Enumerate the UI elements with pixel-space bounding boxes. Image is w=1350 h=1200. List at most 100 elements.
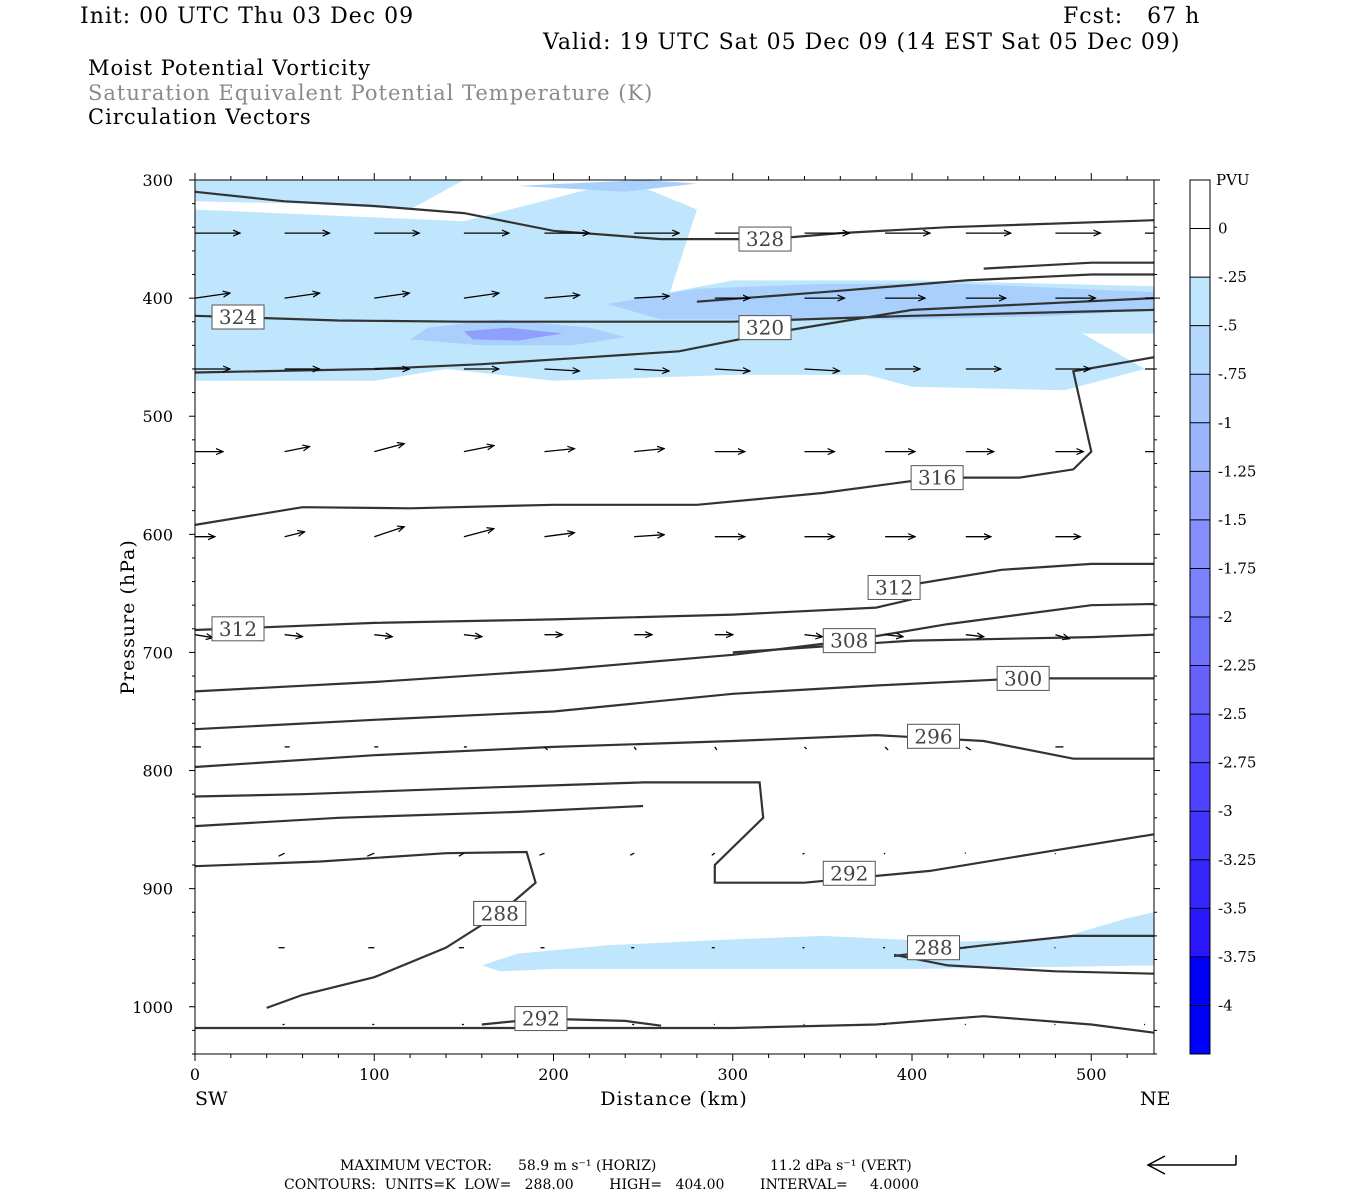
contour-label-box-300 [996, 665, 1050, 691]
contour-label-312: 312 [219, 617, 257, 641]
colorbar-title: PVU [1216, 171, 1250, 189]
contour-label-300: 300 [1004, 666, 1042, 690]
circulation-vector [463, 529, 494, 538]
contour-label-box-312 [867, 574, 921, 600]
theta-contour-296 [195, 733, 1154, 769]
circulation-vector [629, 852, 635, 856]
contour-label-288: 288 [914, 936, 952, 960]
colorbar-band-6 [1190, 471, 1210, 521]
circulation-vector [284, 447, 310, 453]
theta-contour-296 [195, 1015, 1154, 1034]
theta-contour-288 [195, 804, 644, 828]
y-tick-label-700: 700 [142, 643, 173, 662]
circulation-vector [463, 293, 499, 299]
circulation-vector [884, 746, 889, 751]
circulation-vector [885, 635, 903, 637]
theta-contour-324 [195, 308, 1154, 323]
pv-region-1 [481, 912, 1154, 972]
contour-label-box-292 [822, 860, 876, 886]
theta-contour-312 [893, 562, 1154, 589]
title-line-3: Circulation Vectors [88, 105, 312, 129]
contour-label-box-308 [822, 628, 876, 654]
pv-region-2 [195, 180, 464, 210]
contour-label-292: 292 [830, 861, 868, 885]
circulation-vector [374, 444, 404, 453]
colorbar-band-12 [1190, 762, 1210, 812]
colorbar-band-5 [1190, 422, 1210, 472]
contour-label-320: 320 [746, 316, 784, 340]
circulation-vector [374, 293, 409, 299]
theta-contour-292 [481, 1017, 662, 1027]
axes-layer: 300 400 500 600 700 800 900 1000 0 100 200 300 400 50… [132, 171, 1160, 1084]
contour-label-box-328 [738, 226, 792, 252]
circulation-vector [634, 535, 664, 537]
theta-contour-312 [195, 598, 913, 632]
x-endpoint-sw: SW [195, 1088, 228, 1110]
colorbar-label-10: -2.5 [1218, 705, 1247, 723]
colorbar: PVU 0 -.25 -.5 -.75 -1 -1.25 -1.5 -1.75 -2 -2.25 -2… [1189, 171, 1256, 1055]
colorbar-band-7 [1190, 519, 1210, 569]
valid-time: Valid: 19 UTC Sat 05 Dec 09 (14 EST Sat … [543, 30, 1181, 55]
colorbar-band-14 [1190, 859, 1210, 909]
colorbar-label-2: -.5 [1218, 317, 1237, 335]
title-line-2: Saturation Equivalent Potential Temperat… [88, 81, 654, 105]
y-tick-label-600: 600 [142, 525, 173, 544]
circulation-vector [544, 369, 580, 371]
pv-region-5 [517, 180, 697, 192]
contour-labels-layer: 3283243203163123123083002962922882882882… [211, 226, 1050, 1032]
circulation-vector [458, 852, 465, 857]
circulation-vector [367, 852, 375, 857]
theta-contour-304 [732, 633, 1154, 654]
contour-label-288: 288 [481, 901, 519, 925]
contour-label-292: 292 [522, 1007, 560, 1031]
colorbar-band-16 [1190, 956, 1210, 1006]
y-tick-label-400: 400 [142, 289, 173, 308]
colorbar-label-9: -2.25 [1218, 657, 1256, 675]
colorbar-band-1 [1190, 228, 1210, 278]
pv-region-4 [607, 283, 1154, 320]
colorbar-band-13 [1190, 811, 1210, 861]
y-axis-label: Pressure (hPa) [117, 539, 139, 695]
pv-region-6 [463, 327, 563, 341]
contour-label-box-324 [211, 304, 265, 330]
title-line-1: Moist Potential Vorticity [88, 56, 371, 80]
contour-label-328: 328 [746, 227, 784, 251]
circulation-vector [374, 527, 404, 538]
contour-label-316: 316 [918, 466, 956, 490]
theta-contour-320 [696, 273, 1154, 303]
theta-contour-288 [195, 850, 537, 1009]
circulation-vector [1055, 635, 1069, 639]
circulation-vector [544, 746, 548, 751]
colorbar-label-0: 0 [1218, 220, 1228, 238]
colorbar-band-10 [1190, 665, 1210, 715]
circulation-vector [284, 532, 305, 538]
y-tick-label-800: 800 [142, 762, 173, 781]
colorbar-band-4 [1190, 374, 1210, 424]
colorbar-label-4: -1 [1218, 414, 1233, 432]
contour-label-box-316 [910, 465, 964, 491]
circulation-vector [883, 852, 886, 855]
circulation-vector [539, 852, 545, 856]
circulation-vector [544, 295, 580, 298]
y-tick-label-900: 900 [142, 880, 173, 899]
circulation-vector [278, 852, 285, 857]
contour-label-box-292 [514, 1006, 568, 1032]
init-time: Init: 00 UTC Thu 03 Dec 09 [80, 4, 415, 29]
pv-shading-layer [195, 180, 1154, 972]
colorbar-band-2 [1190, 277, 1210, 327]
contour-label-box-312 [211, 616, 265, 642]
colorbar-label-12: -3 [1218, 802, 1233, 820]
circulation-vector [634, 296, 669, 298]
circulation-vector [714, 369, 750, 371]
y-tick-label-1000: 1000 [132, 998, 173, 1017]
circulation-vector [463, 635, 482, 637]
theta-contour-292 [195, 781, 1154, 884]
contour-label-312: 312 [875, 575, 913, 599]
colorbar-band-3 [1190, 325, 1210, 375]
max-vector-horiz: 58.9 m s⁻¹ (HORIZ) [518, 1158, 657, 1174]
colorbar-label-1: -.25 [1218, 268, 1247, 286]
circulation-vector [195, 635, 213, 638]
colorbar-label-11: -2.75 [1218, 754, 1256, 772]
circulation-vector [544, 533, 575, 538]
colorbar-band-0 [1190, 180, 1210, 230]
